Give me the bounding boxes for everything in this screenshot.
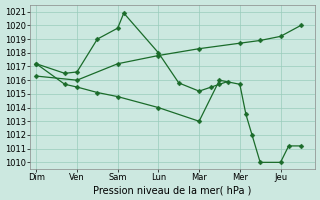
X-axis label: Pression niveau de la mer( hPa ): Pression niveau de la mer( hPa ) — [93, 185, 252, 195]
